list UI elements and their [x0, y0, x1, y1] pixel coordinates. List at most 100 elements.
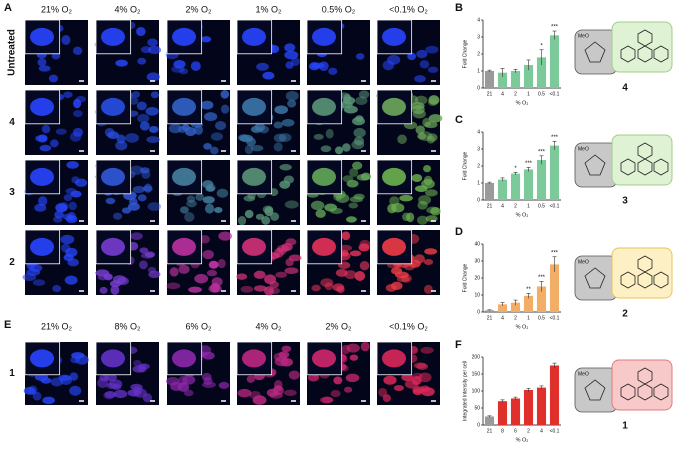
cell	[417, 200, 428, 210]
cell	[32, 279, 46, 286]
cell	[195, 193, 205, 201]
significance: ***	[525, 161, 533, 167]
bar	[484, 183, 495, 200]
row-label: 4	[9, 117, 15, 128]
cell	[428, 95, 440, 105]
ring	[653, 383, 669, 401]
micrograph	[376, 159, 441, 225]
micrograph	[306, 159, 372, 225]
bar	[497, 72, 508, 88]
cell	[393, 384, 405, 392]
cell	[279, 164, 292, 171]
cell	[202, 351, 215, 360]
cell	[194, 273, 209, 284]
column-header: <0.1% O₂	[389, 321, 428, 331]
cell	[69, 372, 79, 381]
substituent: MeO	[578, 146, 589, 152]
bar	[523, 295, 534, 312]
cell	[273, 121, 283, 129]
cell	[106, 382, 117, 390]
micrograph	[95, 229, 161, 295]
cell	[218, 381, 230, 389]
cell	[284, 43, 296, 53]
bar	[549, 264, 560, 312]
cell	[61, 35, 71, 45]
row-label: 2	[9, 257, 15, 268]
cell	[66, 161, 79, 169]
cell	[210, 132, 223, 141]
substituent: MeO	[578, 371, 589, 377]
cell	[273, 133, 287, 143]
cell	[425, 45, 439, 54]
cell	[288, 370, 300, 380]
significance: ***	[538, 275, 546, 281]
cell	[333, 194, 342, 201]
micrograph	[236, 19, 300, 85]
cell	[64, 275, 78, 285]
y-tick-label: 30	[474, 258, 480, 264]
cell	[60, 234, 75, 245]
micrograph	[166, 229, 233, 295]
cell	[348, 202, 359, 209]
micrograph	[166, 89, 230, 155]
ring	[653, 45, 669, 63]
bar	[510, 302, 521, 312]
cell	[136, 26, 146, 37]
cell	[166, 282, 181, 290]
cell	[220, 104, 230, 114]
y-tick-label: 40	[474, 241, 480, 247]
inset-cell	[101, 237, 126, 256]
cell	[320, 145, 332, 153]
bar	[497, 179, 508, 200]
cell	[67, 211, 76, 222]
cell	[217, 258, 226, 269]
cell	[129, 165, 144, 175]
cell	[360, 172, 372, 181]
x-tick-label: 0.5	[538, 315, 545, 321]
compound-number: 3	[622, 196, 628, 207]
cell	[349, 354, 359, 361]
ring	[584, 41, 606, 63]
cell	[288, 254, 302, 262]
cell	[430, 206, 441, 216]
x-tick-label: 0.5	[538, 91, 545, 97]
cell	[394, 271, 409, 279]
cell	[181, 124, 190, 132]
cell	[324, 203, 338, 212]
cell	[208, 284, 222, 293]
cell	[389, 196, 400, 206]
panel-letter: F	[455, 339, 462, 351]
cell	[140, 252, 154, 259]
cell	[255, 213, 265, 220]
cell	[253, 285, 267, 292]
y-tick-label: 50	[474, 405, 480, 411]
cell	[340, 250, 349, 257]
cell	[52, 284, 62, 293]
x-tick-label: 4	[540, 428, 543, 434]
cell	[169, 267, 179, 277]
cell	[146, 136, 160, 143]
cell	[427, 133, 438, 142]
bar	[549, 35, 560, 88]
cell	[416, 215, 429, 225]
cell	[204, 112, 218, 122]
inset-cell	[101, 349, 126, 368]
row-label: 3	[9, 187, 15, 198]
cell	[349, 167, 359, 178]
ring	[637, 255, 653, 273]
cell	[281, 345, 292, 353]
cell	[58, 374, 72, 381]
cell	[285, 238, 297, 246]
y-tick-label: 2	[477, 163, 480, 169]
cell	[273, 385, 283, 392]
cell	[325, 128, 334, 139]
cell	[424, 248, 438, 255]
cell	[220, 90, 230, 99]
cell	[342, 175, 354, 183]
cell	[417, 133, 427, 140]
cell	[37, 58, 47, 67]
x-tick-label: 2	[514, 315, 517, 321]
cell	[253, 270, 266, 279]
compound-number: 2	[622, 309, 628, 320]
inset-cell	[30, 27, 55, 46]
